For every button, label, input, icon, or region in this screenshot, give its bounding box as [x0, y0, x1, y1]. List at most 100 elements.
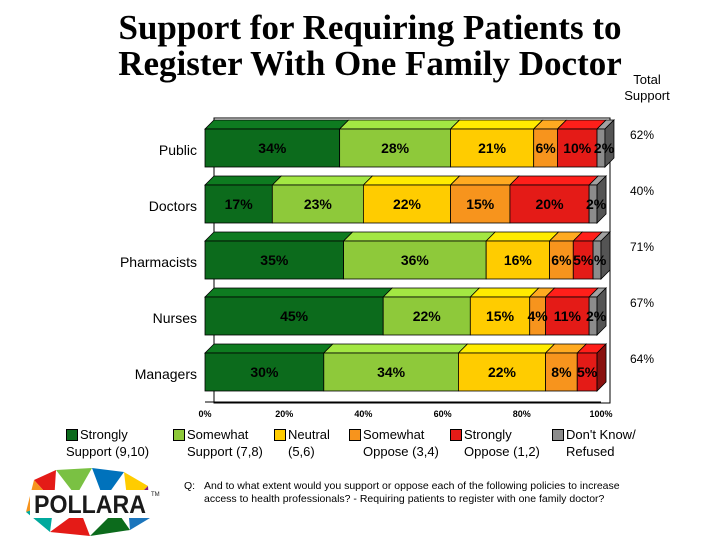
bar-segment	[485, 240, 550, 280]
total-header-line-2: Support	[624, 88, 670, 103]
bar-segment	[545, 296, 590, 336]
bar-segment-top	[342, 231, 497, 242]
data-label: 45%	[280, 308, 309, 324]
data-label: 30%	[250, 364, 279, 380]
legend-swatch	[274, 429, 286, 441]
data-label: 34%	[258, 140, 287, 156]
total-support-value: 67%	[630, 296, 654, 310]
question-prefix: Q:	[184, 480, 196, 492]
data-label: 10%	[563, 140, 592, 156]
total-support-value: 40%	[630, 184, 654, 198]
legend-swatch	[349, 429, 361, 441]
x-tick-label: 60%	[434, 409, 452, 419]
data-label: 22%	[413, 308, 442, 324]
bar-side-face	[604, 119, 615, 168]
bar-segment	[458, 352, 546, 392]
data-label: 35%	[260, 252, 289, 268]
total-support-value: 62%	[630, 128, 654, 142]
bar-segment-top	[382, 287, 481, 298]
data-label: 11%	[554, 308, 582, 324]
legend-label-line: Oppose (3,4)	[363, 444, 439, 459]
bar-segment-top	[204, 343, 334, 354]
chart-title: Support for Requiring Patients to Regist…	[0, 10, 720, 82]
legend-swatch	[552, 429, 564, 441]
data-label: 5%	[573, 252, 594, 268]
data-label: 23%	[304, 196, 333, 212]
data-label: 21%	[478, 140, 507, 156]
legend-label-line: Strongly	[80, 427, 128, 442]
data-label: 17%	[225, 196, 254, 212]
bar-segment	[323, 352, 459, 392]
bar-segment	[204, 296, 384, 336]
bar-segment-top	[508, 175, 600, 186]
data-label: 28%	[381, 140, 410, 156]
bar-segment-top	[485, 231, 560, 242]
data-label: 36%	[401, 252, 430, 268]
bar-segment	[469, 296, 531, 336]
total-support-value: 71%	[630, 240, 654, 254]
category-label: Doctors	[149, 198, 197, 214]
bar-segment	[343, 240, 487, 280]
bar-segment	[545, 352, 578, 392]
bar-segment-top	[457, 343, 556, 354]
bar-side-face	[596, 343, 607, 392]
data-label: 2%	[594, 140, 615, 156]
bar-segment-top	[204, 119, 350, 130]
bar-segment	[450, 184, 511, 224]
bar-segment	[271, 184, 364, 224]
legend-label-line: Oppose (1,2)	[464, 444, 540, 459]
legend-label-line: Somewhat	[187, 427, 249, 442]
stacked-bar-chart: Public 34% 28% 21% 6% 10% 2%62%Doctors 17% 23% 22…	[120, 117, 654, 419]
bar-segment-top	[271, 175, 374, 186]
data-label: 15%	[466, 196, 495, 212]
data-label: 34%	[377, 364, 406, 380]
bar-segment	[382, 296, 471, 336]
title-line-2: Register With One Family Doctor	[118, 44, 622, 83]
legend-swatch	[66, 429, 78, 441]
x-tick-label: 0%	[198, 409, 211, 419]
data-label: 8%	[551, 364, 572, 380]
legend-label-line: Somewhat	[363, 427, 425, 442]
bar-segment	[204, 184, 273, 224]
x-tick-label: 20%	[275, 409, 293, 419]
bar-segment-top	[362, 175, 461, 186]
bar-segment	[450, 128, 535, 168]
bar-segment	[204, 352, 325, 392]
bar-side-face	[596, 287, 607, 336]
data-label: 6%	[535, 140, 556, 156]
bar-segment-top	[322, 343, 469, 354]
data-label: %	[594, 252, 607, 268]
bar-segment	[509, 184, 590, 224]
category-label: Managers	[135, 366, 197, 382]
total-header-line-1: Total	[633, 72, 661, 87]
bar-segment-top	[338, 119, 461, 130]
pollara-logo: POLLARA TM	[26, 468, 160, 536]
legend-label-line: Support (9,10)	[66, 444, 150, 459]
title-line-1: Support for Requiring Patients to	[118, 8, 622, 47]
legend-swatch	[173, 429, 185, 441]
legend-label-line: Support (7,8)	[187, 444, 263, 459]
bar-segment-top	[204, 175, 283, 186]
x-tick-label: 40%	[354, 409, 372, 419]
bar-segment	[557, 128, 598, 168]
data-label: 2%	[586, 308, 607, 324]
legend-label-line: Refused	[566, 444, 615, 459]
data-label: 2%	[586, 196, 607, 212]
x-tick-label: 100%	[589, 409, 612, 419]
bar-segment-top	[449, 119, 544, 130]
data-label: 5%	[577, 364, 598, 380]
bar-segment-top	[449, 175, 520, 186]
bar-segment-top	[204, 287, 394, 298]
category-label: Public	[159, 142, 197, 158]
bar-segment	[204, 240, 345, 280]
legend-label-line: (5,6)	[288, 444, 315, 459]
total-support-header: Total Support	[612, 72, 682, 104]
legend-label-line: Strongly	[464, 427, 512, 442]
bar-side-face	[600, 231, 611, 280]
legend-swatch	[450, 429, 462, 441]
legend-label-line: Neutral	[288, 427, 330, 442]
data-label: 6%	[551, 252, 572, 268]
bar-segment	[339, 128, 451, 168]
legend-label-line: Don't Know/	[566, 427, 636, 442]
data-label: 16%	[504, 252, 533, 268]
